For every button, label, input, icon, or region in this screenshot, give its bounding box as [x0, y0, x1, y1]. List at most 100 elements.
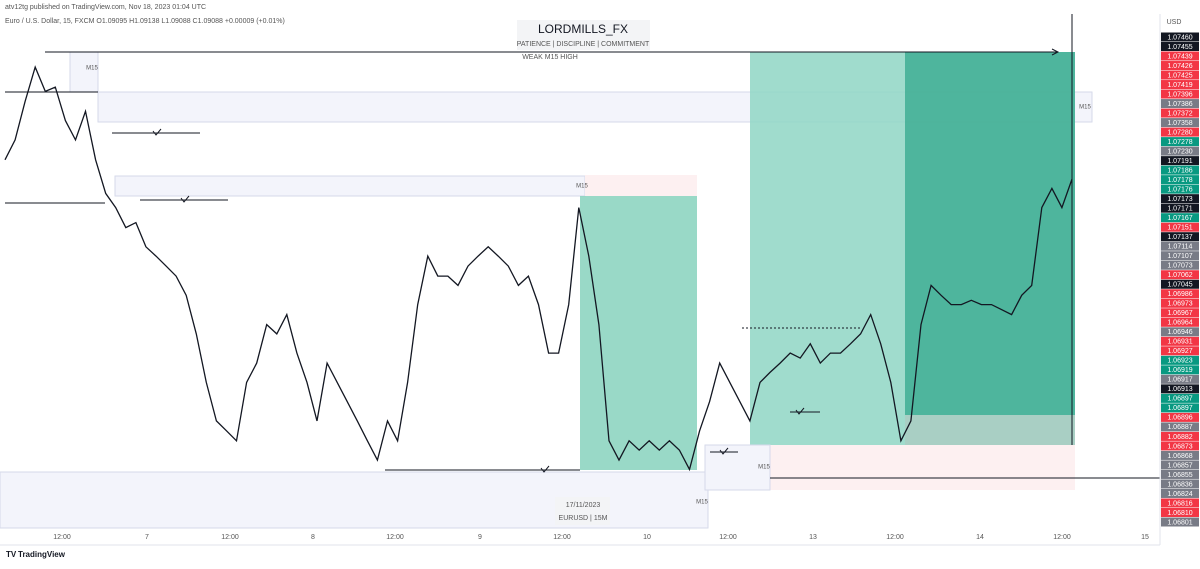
long-position: [580, 196, 697, 470]
annotation: WEAK M15 HIGH: [522, 54, 578, 61]
price-label: 1.07280: [1167, 129, 1192, 136]
price-label: 1.06824: [1167, 491, 1192, 498]
price-label-bg: [1161, 327, 1199, 337]
price-label: 1.06913: [1167, 386, 1192, 393]
price-label-bg: [1161, 441, 1199, 451]
price-label: 1.07045: [1167, 282, 1192, 289]
price-label-bg: [1161, 289, 1199, 299]
price-label-bg: [1161, 346, 1199, 356]
price-label-bg: [1161, 222, 1199, 232]
price-label-bg: [1161, 336, 1199, 346]
watermark-date: 17/11/2023: [566, 502, 601, 509]
price-label: 1.07107: [1167, 253, 1192, 260]
annotation: M15: [758, 465, 770, 471]
check: [152, 128, 162, 136]
price-label: 1.06986: [1167, 291, 1192, 298]
price-label: 1.06855: [1167, 472, 1192, 479]
annotation: M15: [86, 66, 98, 72]
zone: [114, 175, 586, 197]
price-label-bg: [1161, 194, 1199, 204]
price-label: 1.06836: [1167, 481, 1192, 488]
price-label: 1.06927: [1167, 348, 1192, 355]
price-label: 1.06810: [1167, 510, 1192, 517]
price-label: 1.06897: [1167, 396, 1192, 403]
price-label-bg: [1161, 260, 1199, 270]
price-label: 1.06897: [1167, 405, 1192, 412]
price-label: 1.07186: [1167, 167, 1192, 174]
time-label: 14: [976, 534, 984, 541]
price-label: 1.07230: [1167, 148, 1192, 155]
price-label-bg: [1161, 517, 1199, 527]
price-label-bg: [1161, 460, 1199, 470]
price-label-bg: [1161, 175, 1199, 185]
price-label: 1.06931: [1167, 339, 1192, 346]
price-label-bg: [1161, 422, 1199, 432]
footer-logo: TradingView: [18, 550, 66, 559]
price-label-bg: [1161, 507, 1199, 517]
stop-zone: [770, 445, 1075, 490]
price-label-bg: [1161, 89, 1199, 99]
price-label-bg: [1161, 279, 1199, 289]
check: [719, 447, 729, 455]
annotation: M15: [696, 500, 708, 506]
price-label: 1.06946: [1167, 329, 1192, 336]
price-label: 1.06964: [1167, 320, 1192, 327]
price-label: 1.07151: [1167, 225, 1192, 232]
price-label: 1.07137: [1167, 234, 1192, 241]
price-label-bg: [1161, 137, 1199, 147]
price-label-bg: [1161, 42, 1199, 52]
price-label-bg: [1161, 118, 1199, 128]
price-label: 1.07358: [1167, 120, 1192, 127]
price-label-bg: [1161, 479, 1199, 489]
price-label-bg: [1161, 241, 1199, 251]
currency: USD: [1167, 19, 1182, 26]
price-label-bg: [1161, 203, 1199, 213]
price-label: 1.06816: [1167, 500, 1192, 507]
date-box: [555, 497, 610, 525]
published-text: atv12tg published on TradingView.com, No…: [5, 4, 206, 11]
price-label-bg: [1161, 469, 1199, 479]
price-label: 1.07455: [1167, 44, 1192, 51]
zone: [69, 51, 99, 93]
time-label: 12:00: [719, 534, 737, 541]
price-label-bg: [1161, 127, 1199, 137]
price-label: 1.06857: [1167, 462, 1192, 469]
annotation: M15: [1079, 105, 1091, 111]
price-label-bg: [1161, 374, 1199, 384]
price-label: 1.06919: [1167, 367, 1192, 374]
annotation: M15: [576, 184, 588, 190]
price-label: 1.06882: [1167, 434, 1192, 441]
price-label-bg: [1161, 498, 1199, 508]
price-label-bg: [1161, 108, 1199, 118]
price-label-bg: [1161, 403, 1199, 413]
price-label-bg: [1161, 355, 1199, 365]
time-label: 12:00: [53, 534, 71, 541]
price-label: 1.07171: [1167, 206, 1192, 213]
price-label-bg: [1161, 165, 1199, 175]
price-label-bg: [1161, 317, 1199, 327]
price-label: 1.07372: [1167, 110, 1192, 117]
time-label: 9: [478, 534, 482, 541]
price-label: 1.07073: [1167, 263, 1192, 270]
price-label-bg: [1161, 270, 1199, 280]
time-label: 12:00: [221, 534, 239, 541]
time-label: 12:00: [386, 534, 404, 541]
time-label: 15: [1141, 534, 1149, 541]
arrow: [1051, 48, 1060, 56]
price-label: 1.07062: [1167, 272, 1192, 279]
price-label-bg: [1161, 184, 1199, 194]
symbol-text: Euro / U.S. Dollar, 15, FXCM O1.09095 H1…: [5, 18, 285, 25]
time-label: 8: [311, 534, 315, 541]
price-label-bg: [1161, 156, 1199, 166]
logo-mark: TV: [6, 550, 17, 559]
price-label: 1.07460: [1167, 34, 1192, 41]
price-label: 1.06973: [1167, 301, 1192, 308]
price-label-bg: [1161, 412, 1199, 422]
price-label: 1.07173: [1167, 196, 1192, 203]
price-label: 1.07396: [1167, 91, 1192, 98]
time-label: 13: [809, 534, 817, 541]
title-box: [517, 20, 650, 50]
price-label: 1.06801: [1167, 519, 1192, 526]
price-label-bg: [1161, 450, 1199, 460]
